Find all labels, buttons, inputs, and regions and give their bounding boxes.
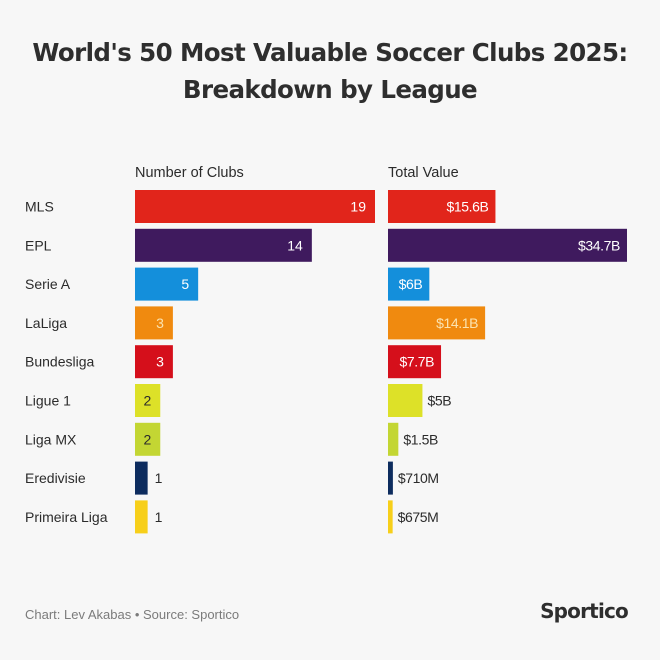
value-bar-epl — [388, 228, 627, 262]
clubs-bar-laliga — [135, 306, 173, 340]
value-bar-laliga — [388, 306, 486, 340]
value-bar-ligue-1 — [388, 384, 423, 417]
clubs-bar-ligue-1 — [135, 384, 161, 417]
total-value-label-mls: $15.6B — [446, 199, 488, 215]
total-value-label-liga-mx: $1.5B — [403, 431, 438, 447]
total-value-label-laliga: $14.1B — [436, 315, 478, 331]
clubs-bar-bundesliga — [135, 345, 173, 379]
clubs-value-label-eredivisie: 1 — [155, 470, 163, 486]
clubs-value-label-bundesliga: 3 — [156, 354, 164, 370]
clubs-bar-eredivisie — [135, 461, 148, 495]
chart-credit: Chart: Lev Akabas • Source: Sportico — [25, 607, 240, 622]
clubs-bar-primeira-liga — [135, 500, 148, 534]
sportico-logo: Sportico — [540, 599, 629, 623]
clubs-value-label-ligue-1: 2 — [143, 393, 151, 409]
clubs-bar-liga-mx — [135, 422, 161, 456]
chart-title-line-1: World's 50 Most Valuable Soccer Clubs 20… — [32, 38, 628, 67]
category-label-serie-a: Serie A — [25, 276, 71, 292]
clubs-value-label-primeira-liga: 1 — [155, 509, 163, 525]
total-value-label-serie-a: $6B — [399, 276, 423, 292]
value-bar-liga-mx — [388, 422, 399, 456]
clubs-value-label-laliga: 3 — [156, 315, 164, 331]
category-label-eredivisie: Eredivisie — [25, 470, 86, 486]
total-value-label-primeira-liga: $675M — [398, 509, 439, 525]
category-label-primeira-liga: Primeira Liga — [25, 509, 108, 525]
clubs-bar-mls — [135, 190, 375, 223]
clubs-column-header: Number of Clubs — [135, 165, 244, 181]
category-label-liga-mx: Liga MX — [25, 431, 77, 447]
chart-title-line-2: Breakdown by League — [182, 75, 478, 104]
clubs-bar-epl — [135, 228, 312, 262]
value-bar-mls — [388, 190, 496, 223]
clubs-value-label-epl: 14 — [287, 237, 303, 253]
total-value-label-ligue-1: $5B — [427, 393, 451, 409]
total-value-label-eredivisie: $710M — [398, 470, 439, 486]
chart-title: World's 50 Most Valuable Soccer Clubs 20… — [0, 34, 660, 108]
clubs-value-label-serie-a: 5 — [181, 276, 189, 292]
clubs-bar-serie-a — [135, 267, 199, 301]
clubs-value-label-mls: 19 — [350, 199, 366, 215]
category-label-bundesliga: Bundesliga — [25, 354, 94, 370]
category-label-mls: MLS — [25, 199, 54, 215]
total-value-label-epl: $34.7B — [578, 237, 620, 253]
value-bar-serie-a — [388, 267, 430, 301]
value-bar-bundesliga — [388, 345, 442, 379]
value-bar-eredivisie — [388, 461, 393, 495]
value-column-header: Total Value — [388, 165, 459, 181]
category-label-laliga: LaLiga — [25, 315, 67, 331]
category-label-ligue-1: Ligue 1 — [25, 393, 71, 409]
total-value-label-bundesliga: $7.7B — [399, 354, 434, 370]
clubs-value-label-liga-mx: 2 — [143, 431, 151, 447]
category-label-epl: EPL — [25, 237, 52, 253]
value-bar-primeira-liga — [388, 500, 393, 534]
